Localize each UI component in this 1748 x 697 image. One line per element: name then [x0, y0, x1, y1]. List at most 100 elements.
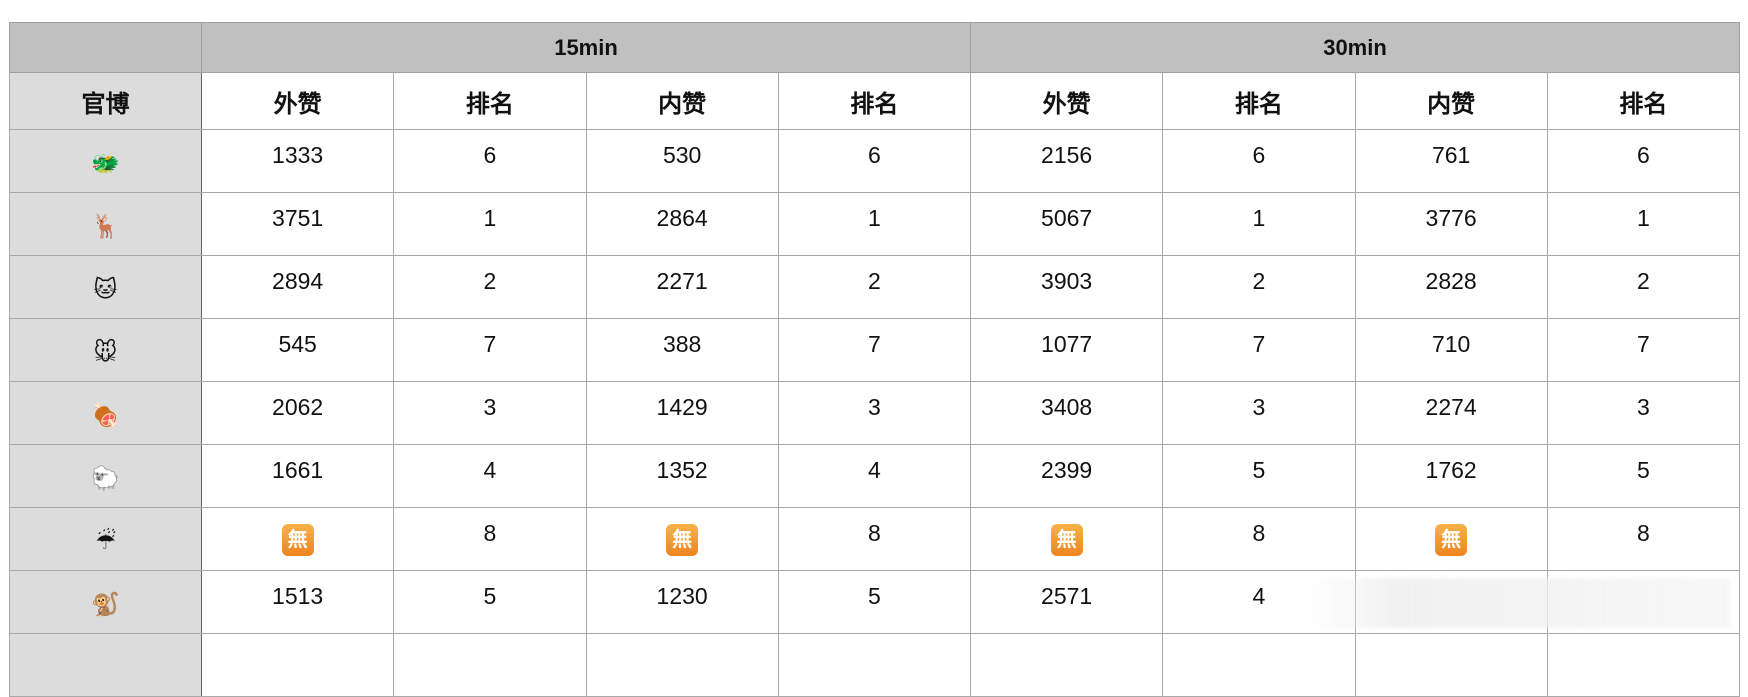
watermark: [1310, 578, 1730, 628]
value-cell: 6: [1546, 129, 1741, 193]
none-icon: 無: [1050, 524, 1083, 556]
value-cell: 1: [393, 192, 587, 256]
value-cell: [969, 633, 1164, 697]
value-cell: 1230: [585, 570, 779, 634]
col-out-likes-30: 外赞: [969, 72, 1164, 130]
value-cell: 7: [393, 318, 587, 382]
value-cell: 8: [1546, 507, 1741, 571]
value-cell: 8: [393, 507, 587, 571]
group-15min: 15min: [201, 22, 971, 73]
col-rank-15b: 排名: [777, 72, 972, 130]
value-cell: 8: [1162, 507, 1356, 571]
value-cell: 2571: [969, 570, 1164, 634]
value-cell: 5067: [969, 192, 1164, 256]
col-account: 官博: [9, 72, 202, 130]
table-row-partial: [9, 633, 1741, 697]
value-cell: 3776: [1354, 192, 1548, 256]
value-cell: 無: [969, 507, 1164, 571]
table-row: 🦌 3751 1 2864 1 5067 1 3776 1: [9, 192, 1741, 256]
account-icon: 🐒: [9, 570, 202, 634]
value-cell: 3408: [969, 381, 1164, 445]
value-cell: [1546, 633, 1741, 697]
value-cell: 3: [1162, 381, 1356, 445]
account-icon: 🐑: [9, 444, 202, 508]
col-in-likes-15: 内赞: [585, 72, 779, 130]
none-icon: 無: [281, 524, 314, 556]
value-cell: [777, 633, 972, 697]
value-cell: 2062: [200, 381, 395, 445]
value-cell: 1429: [585, 381, 779, 445]
value-cell: 無: [585, 507, 779, 571]
corner-cell: [9, 22, 202, 73]
ranking-table: 15min 30min 官博 外赞 排名 内赞 排名 外赞 排名 内赞 排名 🐲…: [9, 22, 1741, 697]
value-cell: 1077: [969, 318, 1164, 382]
value-cell: 8: [777, 507, 972, 571]
value-cell: 5: [1546, 444, 1741, 508]
value-cell: 5: [1162, 444, 1356, 508]
table-row: 🐑 1661 4 1352 4 2399 5 1762 5: [9, 444, 1741, 508]
column-header-row: 官博 外赞 排名 内赞 排名 外赞 排名 内赞 排名: [9, 72, 1741, 130]
value-cell: 3: [393, 381, 587, 445]
value-cell: 無: [1354, 507, 1548, 571]
account-icon: [9, 633, 202, 697]
value-cell: 761: [1354, 129, 1548, 193]
value-cell: 2399: [969, 444, 1164, 508]
value-cell: 3: [1546, 381, 1741, 445]
account-icon: 🍖: [9, 381, 202, 445]
col-rank-30b: 排名: [1546, 72, 1741, 130]
value-cell: 1352: [585, 444, 779, 508]
value-cell: 2: [1162, 255, 1356, 319]
value-cell: 7: [1546, 318, 1741, 382]
value-cell: 1513: [200, 570, 395, 634]
value-cell: 1661: [200, 444, 395, 508]
value-cell: 388: [585, 318, 779, 382]
col-in-likes-30: 内赞: [1354, 72, 1548, 130]
value-cell: 6: [393, 129, 587, 193]
value-cell: 7: [777, 318, 972, 382]
col-rank-30a: 排名: [1162, 72, 1356, 130]
value-cell: 2156: [969, 129, 1164, 193]
value-cell: 5: [393, 570, 587, 634]
value-cell: 545: [200, 318, 395, 382]
value-cell: 6: [777, 129, 972, 193]
value-cell: 7: [1162, 318, 1356, 382]
table-row: 🍖 2062 3 1429 3 3408 3 2274 3: [9, 381, 1741, 445]
value-cell: 530: [585, 129, 779, 193]
value-cell: 2828: [1354, 255, 1548, 319]
col-out-likes-15: 外赞: [200, 72, 395, 130]
value-cell: 3751: [200, 192, 395, 256]
value-cell: [393, 633, 587, 697]
value-cell: 1: [1162, 192, 1356, 256]
value-cell: 1333: [200, 129, 395, 193]
value-cell: 1: [1546, 192, 1741, 256]
table-row: ☔ 無 8 無 8 無 8 無 8: [9, 507, 1741, 571]
value-cell: 2: [1546, 255, 1741, 319]
none-icon: 無: [666, 524, 699, 556]
value-cell: 3: [777, 381, 972, 445]
value-cell: [200, 633, 395, 697]
account-icon: ☔: [9, 507, 202, 571]
value-cell: 2894: [200, 255, 395, 319]
value-cell: [1354, 633, 1548, 697]
value-cell: 2274: [1354, 381, 1548, 445]
account-icon: 🦌: [9, 192, 202, 256]
value-cell: 4: [777, 444, 972, 508]
value-cell: [1162, 633, 1356, 697]
value-cell: 4: [393, 444, 587, 508]
table-row: 🐱 2894 2 2271 2 3903 2 2828 2: [9, 255, 1741, 319]
value-cell: 無: [200, 507, 395, 571]
value-cell: 2: [777, 255, 972, 319]
col-rank-15a: 排名: [393, 72, 587, 130]
table-row: 🐲 1333 6 530 6 2156 6 761 6: [9, 129, 1741, 193]
value-cell: 2271: [585, 255, 779, 319]
none-icon: 無: [1435, 524, 1468, 556]
value-cell: 1762: [1354, 444, 1548, 508]
value-cell: 1: [777, 192, 972, 256]
value-cell: 3903: [969, 255, 1164, 319]
account-icon: 🐲: [9, 129, 202, 193]
value-cell: 5: [777, 570, 972, 634]
value-cell: [585, 633, 779, 697]
group-header-row: 15min 30min: [9, 22, 1740, 73]
value-cell: 2: [393, 255, 587, 319]
value-cell: 710: [1354, 318, 1548, 382]
